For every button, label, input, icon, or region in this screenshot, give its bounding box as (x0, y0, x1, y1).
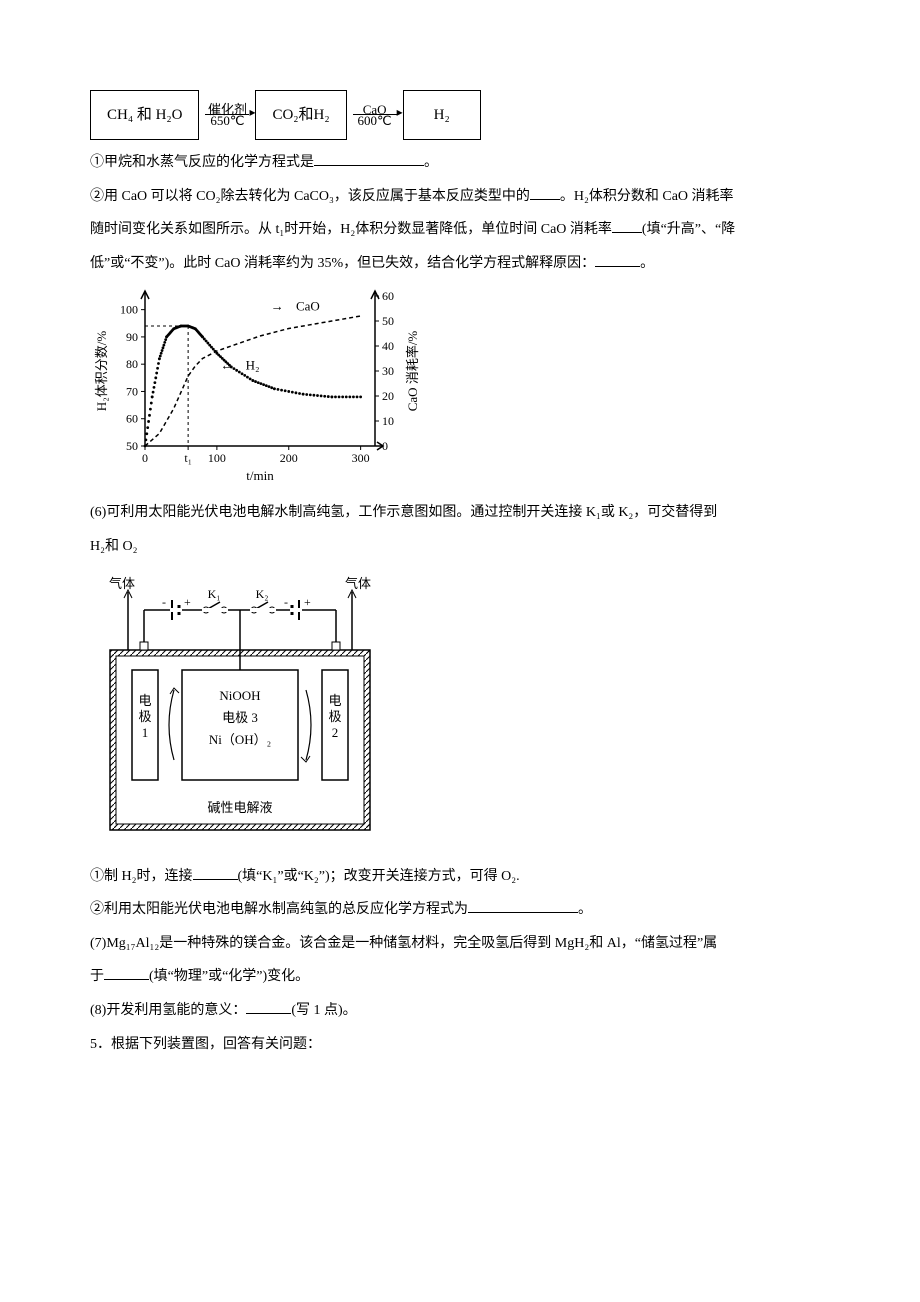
line-1b: 。 (424, 155, 438, 170)
svg-text:90: 90 (126, 330, 138, 344)
blank-3 (612, 218, 642, 233)
flow-conn-1: 催化剂 650℃ (205, 103, 249, 127)
line-10: (8)开发利用氢能的意义： (写 1 点)。 (90, 994, 830, 1028)
line-11: 5．根据下列装置图，回答有关问题： (90, 1028, 830, 1062)
line-9c: (填“物理”或“化学”)变化。 (149, 969, 309, 984)
h2-cao-chart: 50 60 70 80 90 100 0 10 20 30 40 50 60 0 t₁ 100 200 300 H₂… (90, 286, 430, 486)
svg-text:50: 50 (382, 314, 394, 328)
blank-10 (246, 999, 291, 1014)
svg-text:极: 极 (328, 709, 341, 724)
blank-2 (530, 185, 560, 200)
svg-text:50: 50 (126, 439, 138, 453)
svg-text:CaO: CaO (296, 299, 320, 314)
svg-text:0: 0 (382, 439, 388, 453)
blank-1 (314, 151, 424, 166)
svg-text:100: 100 (208, 451, 226, 465)
line-1: ①甲烷和水蒸气反应的化学方程式是 。 (90, 146, 830, 180)
svg-text:300: 300 (352, 451, 370, 465)
line-9a: (7)Mg₁₇Al₁₂是一种特殊的镁合金。该合金是一种储氢材料，完全吸氢后得到 … (90, 936, 717, 951)
svg-text:+: + (304, 595, 311, 609)
blank-7 (193, 865, 238, 880)
svg-text:30: 30 (382, 364, 394, 378)
svg-text:K₁: K₁ (208, 587, 221, 601)
svg-text:NiOOH: NiOOH (219, 688, 260, 703)
svg-text:H₂体积分数/%: H₂体积分数/% (94, 331, 109, 412)
flow-conn-2: CaO 600℃ (353, 103, 397, 127)
flow-conn-1-bot: 650℃ (210, 114, 244, 127)
line-6a: (6)可利用太阳能光伏电池电解水制高纯氢，工作示意图如图。通过控制开关连接 K₁… (90, 496, 830, 530)
flow-arrow-1 (205, 114, 249, 115)
svg-text:K₂: K₂ (256, 587, 269, 601)
svg-text:60: 60 (382, 289, 394, 303)
line-8b: 。 (578, 902, 592, 917)
svg-text:100: 100 (120, 303, 138, 317)
flow-box-1: CH₄ 和 H₂O (90, 90, 199, 140)
blank-9 (104, 965, 149, 980)
line-7b: (填“K₁”或“K₂”)；改变开关连接方式，可得 O₂. (238, 869, 520, 884)
svg-text:60: 60 (126, 412, 138, 426)
line-3a: 随时间变化关系如图所示。从 t₁时开始，H₂体积分数显著降低，单位时间 CaO … (90, 222, 612, 237)
line-9-2: 于 (填“物理”或“化学”)变化。 (90, 960, 830, 994)
flow-box-2: CO₂和H₂ (255, 90, 346, 140)
line-8a: ②利用太阳能光伏电池电解水制高纯氢的总反应化学方程式为 (90, 902, 468, 917)
blank-4 (595, 252, 640, 267)
svg-text:H₂: H₂ (246, 358, 260, 373)
flow-arrow-2 (353, 114, 397, 115)
line-1a: ①甲烷和水蒸气反应的化学方程式是 (90, 155, 314, 170)
line-6b: H₂和 O₂ (90, 530, 830, 564)
svg-text:←: ← (220, 358, 233, 373)
svg-text:t₁: t₁ (184, 451, 192, 465)
svg-text:电极 3: 电极 3 (222, 710, 258, 725)
line-10a: (8)开发利用氢能的意义： (90, 1003, 246, 1018)
line-4: 低”或“不变”)。此时 CaO 消耗率约为 35%，但已失效，结合化学方程式解释… (90, 247, 830, 281)
svg-text:1: 1 (142, 725, 149, 740)
process-flow: CH₄ 和 H₂O 催化剂 650℃ CO₂和H₂ CaO 600℃ H₂ (90, 90, 830, 140)
svg-text:Ni（OH）₂: Ni（OH）₂ (209, 732, 271, 747)
line-9b: 于 (90, 969, 104, 984)
line-10b: (写 1 点)。 (291, 1003, 356, 1018)
line-9: (7)Mg₁₇Al₁₂是一种特殊的镁合金。该合金是一种储氢材料，完全吸氢后得到 … (90, 927, 830, 961)
flow-box-2-text: CO₂和H₂ (272, 107, 329, 123)
line-7: ①制 H₂时，连接 (填“K₁”或“K₂”)；改变开关连接方式，可得 O₂. (90, 860, 830, 894)
svg-text:极: 极 (138, 709, 151, 724)
svg-text:40: 40 (382, 339, 394, 353)
svg-text:20: 20 (382, 389, 394, 403)
line-2a: ②用 CaO 可以将 CO₂除去转化为 CaCO₃，该反应属于基本反应类型中的 (90, 189, 530, 204)
line-8: ②利用太阳能光伏电池电解水制高纯氢的总反应化学方程式为 。 (90, 893, 830, 927)
flow-box-3-text: H₂ (434, 107, 450, 123)
svg-text:2: 2 (332, 725, 339, 740)
svg-text:气体: 气体 (345, 576, 371, 591)
flow-box-3: H₂ (403, 90, 481, 140)
svg-text:0: 0 (142, 451, 148, 465)
line-3: 随时间变化关系如图所示。从 t₁时开始，H₂体积分数显著降低，单位时间 CaO … (90, 213, 830, 247)
svg-text:200: 200 (280, 451, 298, 465)
electrolysis-diagram: 气体气体电极1电极2NiOOH电极 3Ni（OH）₂碱性电解液-+K₁K₂-+ (90, 570, 390, 850)
svg-text:-: - (284, 595, 288, 609)
svg-text:碱性电解液: 碱性电解液 (207, 800, 272, 815)
svg-text:-: - (162, 595, 166, 609)
svg-text:电: 电 (328, 693, 341, 708)
svg-text:70: 70 (126, 385, 138, 399)
svg-text:t/min: t/min (246, 468, 274, 483)
line-4b: 。 (640, 256, 654, 271)
svg-text:电: 电 (138, 693, 151, 708)
svg-text:10: 10 (382, 414, 394, 428)
line-2b: 。H₂体积分数和 CaO 消耗率 (560, 189, 734, 204)
svg-text:80: 80 (126, 358, 138, 372)
blank-8 (468, 898, 578, 913)
flow-box-1-text: CH₄ 和 H₂O (107, 107, 182, 123)
svg-text:+: + (184, 595, 191, 609)
line-7a: ①制 H₂时，连接 (90, 869, 193, 884)
svg-text:气体: 气体 (109, 576, 135, 591)
svg-text:→: → (271, 299, 284, 314)
flow-conn-2-bot: 600℃ (358, 114, 392, 127)
line-4a: 低”或“不变”)。此时 CaO 消耗率约为 35%，但已失效，结合化学方程式解释… (90, 256, 595, 271)
line-2: ②用 CaO 可以将 CO₂除去转化为 CaCO₃，该反应属于基本反应类型中的 。… (90, 180, 830, 214)
svg-text:CaO 消耗率/%: CaO 消耗率/% (405, 331, 420, 412)
line-3b: (填“升高”、“降 (642, 222, 735, 237)
